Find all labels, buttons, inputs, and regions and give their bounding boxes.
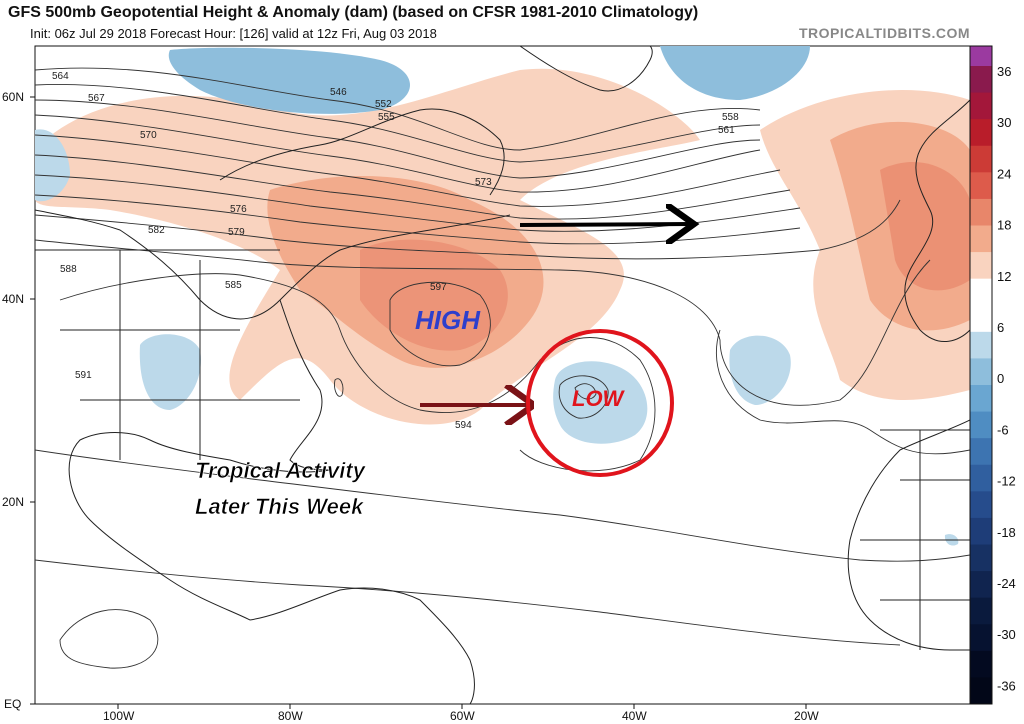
colorbar-swatch [970,464,992,492]
colorbar-swatch [970,198,992,226]
positive-anomaly-layer [35,68,970,425]
lat-ticks [30,96,35,705]
contour-label: 597 [430,282,447,293]
colorbar-swatch [970,119,992,147]
colorbar-label: -12 [997,474,1016,489]
colorbar-label: -6 [997,422,1009,437]
contour-label: 576 [230,204,247,215]
negative-anomaly-layer [35,46,959,546]
colorbar-swatch [970,385,992,413]
lon-label-20w: 20W [794,709,819,723]
lat-label-eq: EQ [4,697,21,711]
colorbar-swatch [970,278,992,306]
colorbar-swatch [970,411,992,439]
colorbar-swatch [970,252,992,280]
colorbar-swatch [970,92,992,120]
forecast-info: Init: 06z Jul 29 2018 Forecast Hour: [12… [30,26,437,41]
colorbar-label: -30 [997,627,1016,642]
contour-label: 591 [75,370,92,381]
lon-label-60w: 60W [450,709,475,723]
colorbar-swatch [970,331,992,359]
height-contours [35,67,970,669]
colorbar-border [969,45,993,705]
contour-label: 564 [52,71,69,82]
contour-label: 573 [475,177,492,188]
colorbar-swatch [970,650,992,678]
contour-label: 594 [455,420,472,431]
low-label: LOW [572,386,626,411]
black-arrow [519,224,690,225]
annotations: HIGH LOW Tropical Activity Later This We… [195,224,690,519]
latitude-labels: 60N 40N 20N EQ [2,90,24,711]
contour-label: 555 [378,112,395,123]
colorbar-label: 6 [997,320,1004,335]
colorbar-cap [970,46,992,66]
colorbar-swatch [970,571,992,599]
lat-label-20n: 20N [2,495,24,509]
colorbar-labels: 36 30 24 18 12 6 0 -6 -12 -18 -24 -30 -36 [997,64,1016,693]
lat-label-60n: 60N [2,90,24,104]
colorbar [969,45,993,705]
contour-label: 570 [140,130,157,141]
contour-label: 585 [225,280,242,291]
lon-label-100w: 100W [103,709,135,723]
page-title: GFS 500mb Geopotential Height & Anomaly … [8,4,699,21]
high-label: HIGH [415,305,481,335]
colorbar-label: -36 [997,678,1016,693]
colorbar-swatch [970,597,992,625]
colorbar-swatch [970,66,992,94]
colorbar-swatch [970,438,992,466]
colorbar-label: 36 [997,64,1011,79]
colorbar-label: 18 [997,218,1011,233]
colorbar-swatch [970,491,992,519]
contour-label: 567 [88,93,105,104]
colorbar-swatch [970,358,992,386]
lat-label-40n: 40N [2,292,24,306]
colorbar-label: 24 [997,166,1011,181]
lon-label-40w: 40W [622,709,647,723]
contour-label: 561 [718,125,735,136]
colorbar-label: 0 [997,371,1004,386]
colorbar-swatch [970,225,992,253]
colorbar-swatch [970,517,992,545]
tropical-line1: Tropical Activity [195,458,367,483]
low-circle [526,329,674,477]
colorbar-swatch [970,624,992,652]
contour-label: 558 [722,112,739,123]
lon-ticks [117,704,807,709]
colorbar-swatch [970,145,992,173]
colorbar-label: 12 [997,269,1011,284]
contour-label: 588 [60,264,77,275]
colorbar-label: -18 [997,525,1016,540]
colorbar-label: -24 [997,576,1016,591]
contour-label: 552 [375,99,392,110]
colorbar-label: 30 [997,115,1011,130]
tropical-line2: Later This Week [195,494,365,519]
colorbar-swatch [970,677,992,705]
colorbar-swatch [970,172,992,200]
contour-label: 579 [228,227,245,238]
colorbar-swatch [970,544,992,572]
contour-label: 582 [148,225,165,236]
colorbar-swatch [970,305,992,333]
contour-label: 546 [330,87,347,98]
contour-labels: 564 567 570 573 576 579 582 585 588 591 … [52,71,739,431]
lon-label-80w: 80W [278,709,303,723]
brand-watermark: TROPICALTIDBITS.COM [798,25,970,41]
longitude-labels: 100W 80W 60W 40W 20W [103,709,819,723]
land-outlines [35,46,970,704]
